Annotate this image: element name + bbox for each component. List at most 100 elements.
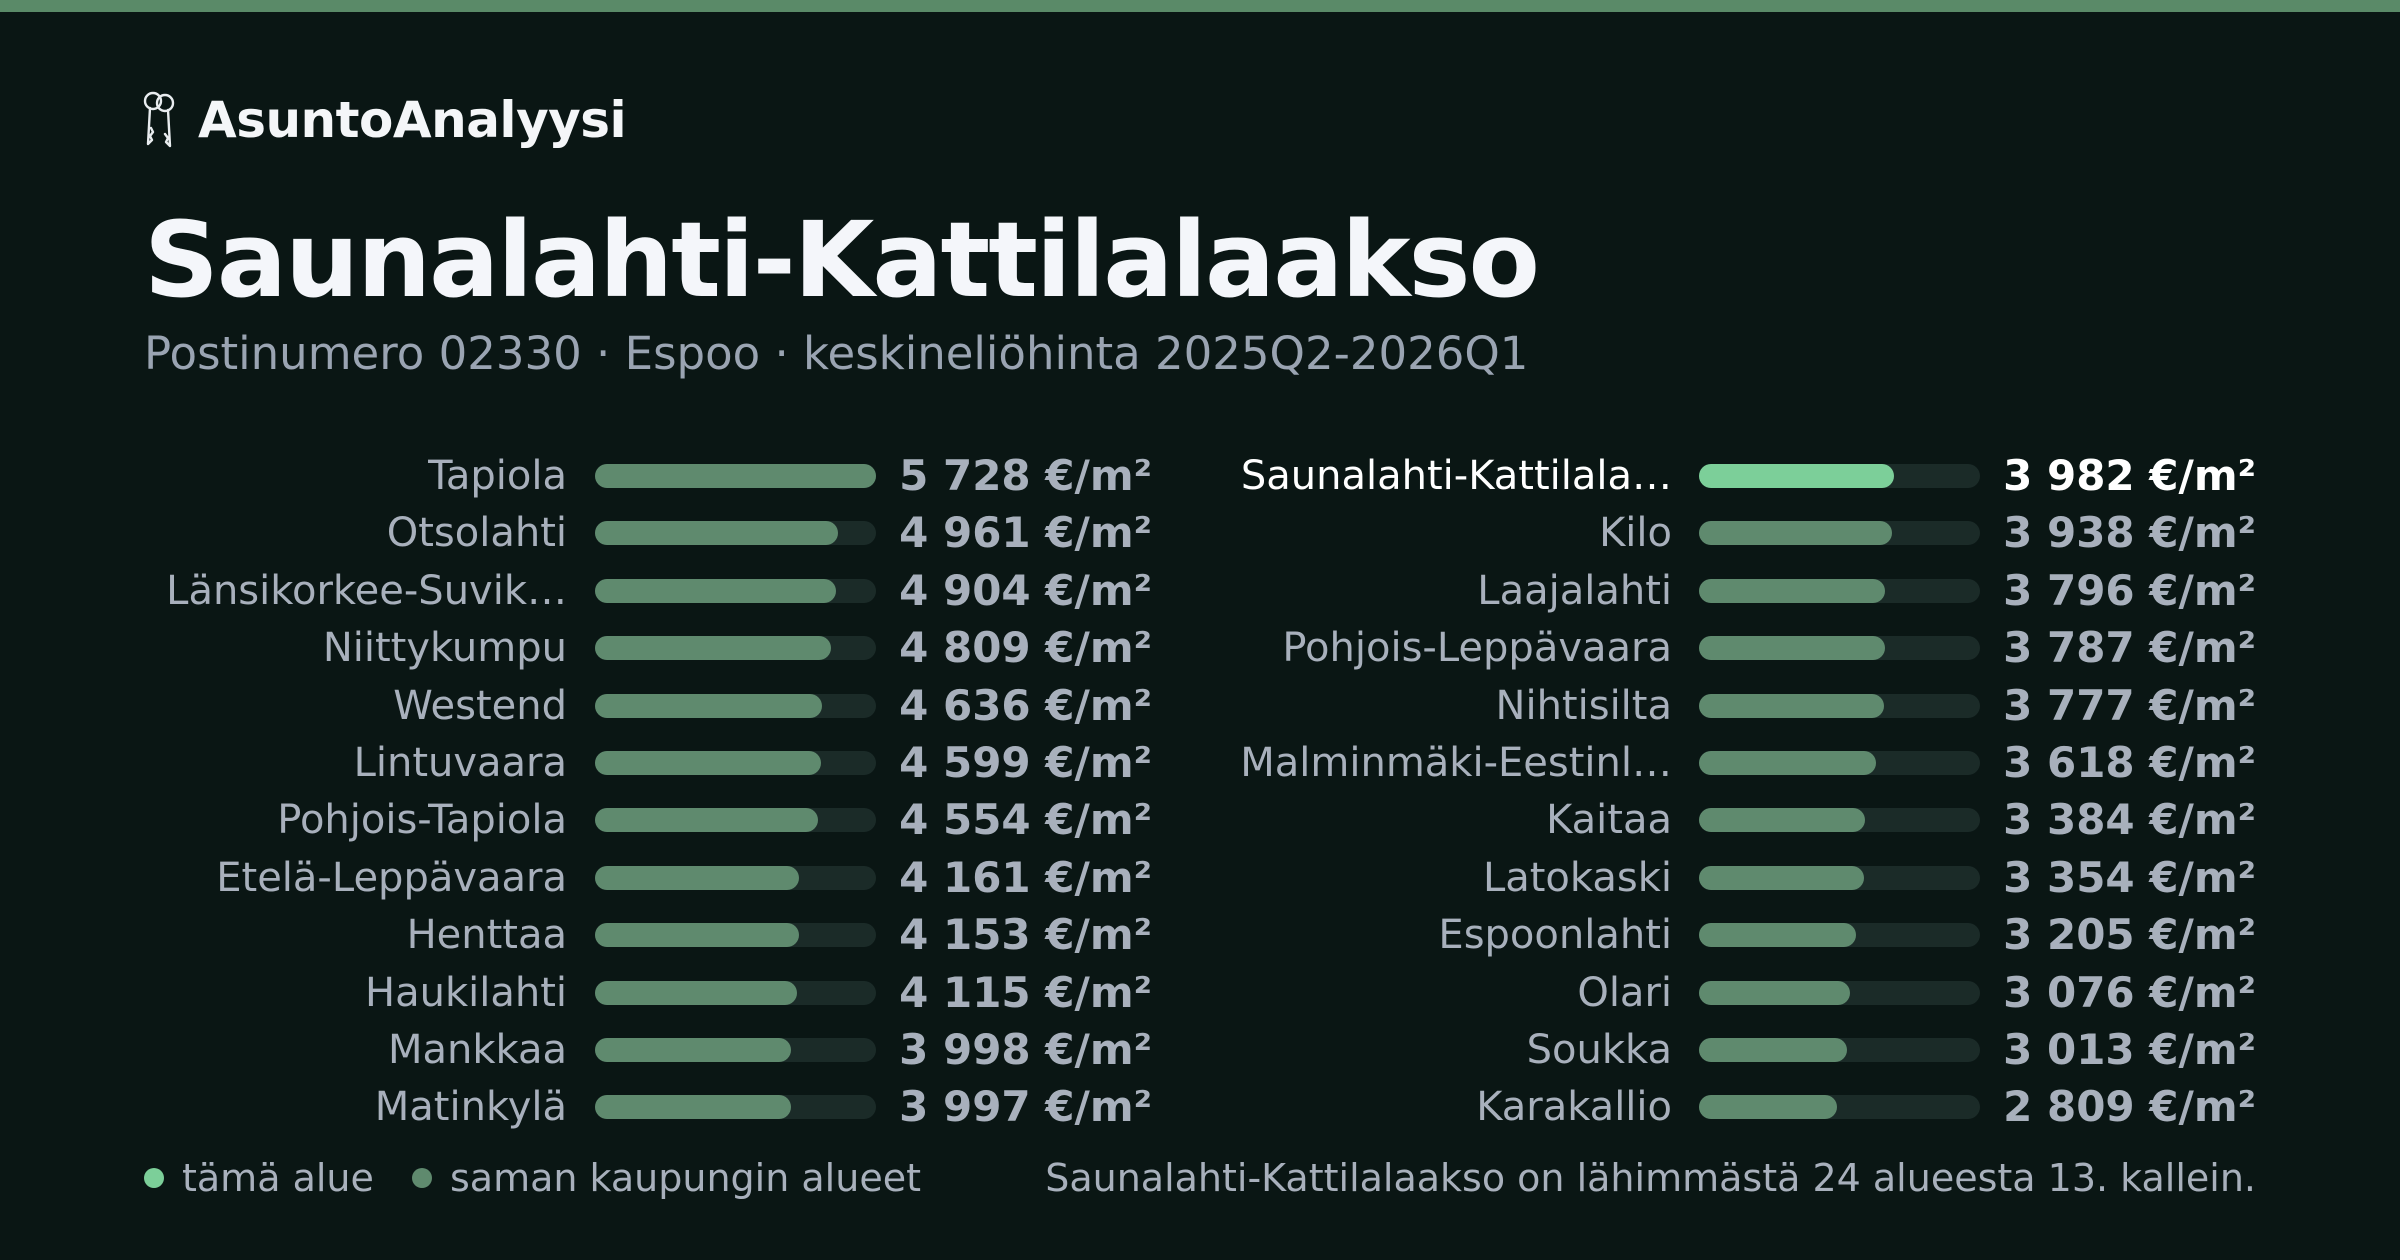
bar-value-label: 3 938 €/m²	[2003, 508, 2256, 558]
bar-label: Länsikorkee-Suvik…	[166, 567, 567, 614]
bar	[1699, 808, 1865, 833]
bar	[595, 865, 800, 890]
bar	[595, 1095, 792, 1120]
bar-value-label: 3 796 €/m²	[2003, 565, 2256, 615]
brand-name: AsuntoAnalyysi	[198, 91, 627, 149]
bar	[595, 808, 819, 833]
bar-label: Otsolahti	[386, 510, 567, 557]
bar-value-label: 3 076 €/m²	[2003, 967, 2256, 1017]
top-accent-bar	[0, 0, 2400, 12]
bar-track	[595, 521, 876, 546]
bar-track	[595, 578, 876, 603]
bar-track	[1699, 808, 1980, 833]
bar-label: Olari	[1577, 969, 1672, 1016]
bar-value-label: 4 904 €/m²	[899, 565, 1152, 615]
bar-value-label: 3 787 €/m²	[2003, 623, 2256, 673]
bar-label: Latokaski	[1482, 854, 1672, 901]
bar-value-label: 3 013 €/m²	[2003, 1025, 2256, 1074]
bar-track	[595, 751, 876, 775]
bar-value-label: 4 636 €/m²	[899, 680, 1152, 730]
bar	[1699, 751, 1877, 775]
bar-track	[1699, 636, 1980, 661]
bar-track	[1699, 980, 1980, 1005]
bar-value-label: 4 961 €/m²	[899, 508, 1152, 558]
bar-track	[1699, 1038, 1980, 1062]
bar	[595, 636, 831, 661]
bar-track	[595, 693, 876, 718]
bar-track	[595, 980, 876, 1005]
bar	[1699, 521, 1893, 546]
page-title: Saunalahti-Kattilalaakso	[144, 199, 1540, 321]
bar-value-label: 3 205 €/m²	[2003, 910, 2256, 960]
bar-track	[1699, 751, 1980, 775]
bar-value-label: 3 998 €/m²	[899, 1025, 1152, 1074]
bar-label: Espoonlahti	[1438, 912, 1672, 959]
bar	[1699, 980, 1850, 1005]
bar	[1699, 578, 1886, 603]
rank-summary: Saunalahti-Kattilalaakso on lähimmästä 2…	[1045, 1156, 2256, 1200]
bar	[595, 980, 797, 1005]
bar-value-label: 4 115 €/m²	[899, 967, 1152, 1017]
bar-track	[595, 636, 876, 661]
bar-label: Niittykumpu	[322, 625, 567, 672]
bar	[595, 578, 836, 603]
bar-label: Laajalahti	[1477, 567, 1672, 614]
bar-label: Pohjois-Leppävaara	[1282, 625, 1672, 672]
legend-label-same-city: saman kaupungin alueet	[450, 1156, 921, 1200]
bar-track	[1699, 521, 1980, 546]
bar-value-label: 3 384 €/m²	[2003, 795, 2256, 845]
bar-value-label: 4 153 €/m²	[899, 910, 1152, 960]
bar-value-label: 3 618 €/m²	[2003, 738, 2256, 787]
bar	[1699, 865, 1864, 890]
bar-label: Tapiola	[428, 453, 567, 499]
bar-label: Kilo	[1599, 510, 1672, 557]
bar-track	[595, 1095, 876, 1120]
bar-track	[1699, 1095, 1980, 1120]
bar	[595, 693, 823, 718]
bar	[1699, 923, 1857, 948]
bar-label: Kaitaa	[1546, 797, 1672, 844]
bar-label: Malminmäki-Eestinl…	[1240, 740, 1672, 786]
legend-dot-highlight	[144, 1168, 164, 1188]
bar-track	[1699, 464, 1980, 488]
bar-label: Westend	[393, 682, 567, 729]
bar-label: Etelä-Leppävaara	[216, 854, 567, 901]
bar-track	[1699, 865, 1980, 890]
bar-label: Karakallio	[1476, 1084, 1672, 1131]
bar	[1699, 1038, 1847, 1062]
bar-value-label: 4 554 €/m²	[899, 795, 1152, 845]
bar-label: Mankkaa	[387, 1027, 567, 1073]
keys-icon	[143, 91, 175, 148]
bar	[1699, 693, 1885, 718]
bar	[595, 923, 799, 948]
bar-label: Henttaa	[406, 912, 567, 959]
legend-item-this-area: tämä alue	[144, 1150, 374, 1206]
legend-item-same-city: saman kaupungin alueet	[412, 1150, 921, 1206]
bar-label: Matinkylä	[374, 1084, 567, 1131]
page-subtitle: Postinumero 02330 · Espoo · keskineliöhi…	[144, 327, 1529, 380]
bar-track	[595, 865, 876, 890]
bar-track	[1699, 693, 1980, 718]
bar	[595, 751, 821, 775]
bar	[595, 1038, 792, 1062]
bar-value-label: 3 354 €/m²	[2003, 852, 2256, 902]
bar-track	[595, 808, 876, 833]
bar-value-label: 3 997 €/m²	[899, 1082, 1152, 1132]
bar-value-label: 4 161 €/m²	[899, 852, 1152, 902]
brand: AsuntoAnalyysi	[140, 88, 627, 152]
bar-track	[595, 1038, 876, 1062]
legend-label-this-area: tämä alue	[182, 1156, 374, 1200]
bar-value-label: 5 728 €/m²	[899, 451, 1152, 500]
legend-dot-other	[412, 1168, 432, 1188]
bar	[595, 464, 876, 488]
bar	[1699, 1095, 1837, 1120]
bar	[1699, 464, 1895, 488]
bar-label: Soukka	[1526, 1027, 1672, 1073]
bar-label: Nihtisilta	[1495, 682, 1672, 729]
bar-value-label: 3 777 €/m²	[2003, 680, 2256, 730]
bar-value-label: 2 809 €/m²	[2003, 1082, 2256, 1132]
bar-value-label: 3 982 €/m²	[2003, 451, 2256, 500]
bar-track	[595, 923, 876, 948]
bar-value-label: 4 599 €/m²	[899, 738, 1152, 787]
bar-value-label: 4 809 €/m²	[899, 623, 1152, 673]
